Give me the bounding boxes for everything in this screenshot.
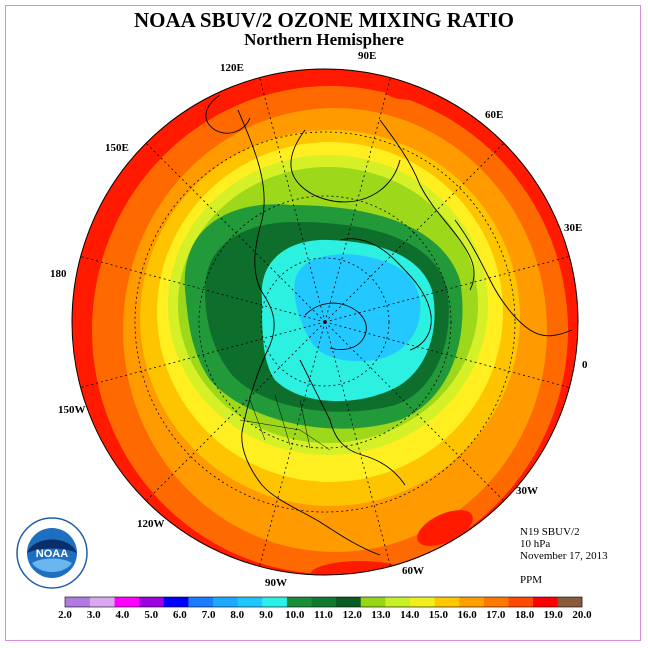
- coast-europe: [454, 219, 573, 337]
- noaa-logo: NOAA: [16, 517, 88, 589]
- map-subtitle: Northern Hemisphere: [244, 30, 404, 49]
- colorbar-swatch: [237, 597, 263, 607]
- meridian-line: [80, 321, 326, 388]
- colorbar-swatch: [557, 597, 583, 607]
- lon-label-150e: 150E: [105, 142, 129, 154]
- colorbar: [64, 596, 583, 608]
- latitude-grid: [134, 131, 516, 513]
- lat-circle-0: [134, 131, 516, 513]
- meridian-line: [324, 77, 391, 323]
- logo-text: NOAA: [36, 548, 68, 560]
- colorbar-tick-label: 17.0: [486, 609, 506, 621]
- colorbar-swatch: [212, 597, 238, 607]
- meridian-line: [145, 142, 326, 323]
- lon-label-60e: 60E: [485, 109, 504, 121]
- colorbar-swatch: [434, 597, 460, 607]
- colorbar-tick-label: 7.0: [201, 609, 216, 621]
- border-us-canada: [239, 419, 331, 451]
- state-lines: [249, 394, 311, 449]
- colorbar-swatch: [360, 597, 386, 607]
- info-pressure: 10 hPa: [520, 538, 551, 550]
- meridian-line: [259, 77, 326, 323]
- colorbar-tick-label: 3.0: [86, 609, 101, 621]
- lat-circle-30: [198, 195, 452, 449]
- colorbar-tick-label: 10.0: [285, 609, 305, 621]
- colorbar-tick-label: 20.0: [572, 609, 592, 621]
- coastlines: [205, 94, 573, 556]
- meridian-line: [259, 321, 326, 567]
- colorbar-tick-label: 5.0: [144, 609, 159, 621]
- lon-label-180: 180: [50, 268, 67, 280]
- band-9ppm: [294, 254, 421, 362]
- colorbar-swatch: [188, 597, 214, 607]
- colorbar-tick-label: 12.0: [342, 609, 362, 621]
- colorbar-swatch: [261, 597, 287, 607]
- ozone-field: [72, 69, 578, 575]
- lon-label-90e: 90E: [358, 50, 377, 62]
- colorbar-tick-label: 15.0: [428, 609, 449, 621]
- lon-label-0: 0: [582, 359, 588, 371]
- map-border: [71, 68, 579, 576]
- patch-red-north: [384, 80, 440, 100]
- meridian-line: [324, 142, 505, 323]
- colorbar-swatch: [311, 597, 337, 607]
- lon-label-30w: 30W: [516, 485, 538, 497]
- colorbar-tick-label: 18.0: [514, 609, 535, 621]
- colorbar-tick-label: 9.0: [259, 609, 273, 621]
- colorbar-tick-label: 13.0: [371, 609, 391, 621]
- lon-label-120e: 120E: [220, 62, 244, 74]
- colorbar-swatch: [89, 597, 115, 607]
- colorbar-swatch: [458, 597, 484, 607]
- meridian-line: [324, 321, 505, 502]
- colorbar-tick-label: 11.0: [314, 609, 333, 621]
- colorbar-tick-label: 6.0: [173, 609, 187, 621]
- colorbar-swatch: [409, 597, 435, 607]
- info-date: November 17, 2013: [520, 550, 608, 562]
- colorbar-swatch: [114, 597, 140, 607]
- colorbar-swatch: [163, 597, 189, 607]
- lon-label-90w: 90W: [265, 577, 287, 589]
- coast-north-america: [299, 359, 406, 486]
- colorbar-tick-label: 2.0: [58, 609, 72, 621]
- longitude-grid: [80, 77, 570, 567]
- patch-red-south: [417, 510, 473, 546]
- colorbar-tick-label: 4.0: [115, 609, 130, 621]
- info-satellite: N19 SBUV/2: [520, 526, 580, 538]
- lon-label-120w: 120W: [137, 518, 165, 530]
- map-title: NOAA SBUV/2 OZONE MIXING RATIO: [134, 8, 514, 32]
- colorbar-tick-label: 14.0: [400, 609, 420, 621]
- meridian-line: [324, 256, 570, 323]
- lat-circle-60: [260, 257, 390, 387]
- coast-asia: [379, 119, 475, 291]
- lon-label-30e: 30E: [564, 222, 583, 234]
- colorbar-swatch: [508, 597, 534, 607]
- colorbar-tick-label: 19.0: [543, 609, 563, 621]
- coast-arctic: [339, 238, 432, 351]
- colorbar-tick-label: 8.0: [230, 609, 245, 621]
- meridian-line: [324, 321, 570, 388]
- political-boundaries: [239, 394, 331, 451]
- info-units: PPM: [520, 574, 543, 586]
- map-frame: [5, 5, 641, 641]
- colorbar-swatch: [286, 597, 312, 607]
- meridian-line: [80, 256, 326, 323]
- colorbar-swatch: [483, 597, 509, 607]
- lon-label-150w: 150W: [58, 404, 86, 416]
- colorbar-swatch: [138, 597, 164, 607]
- meridian-line: [145, 321, 326, 502]
- coast-japan: [205, 94, 251, 134]
- coast-americas: [237, 109, 381, 556]
- coast-greenland: [304, 302, 367, 350]
- meridian-line: [324, 321, 391, 567]
- colorbar-swatch: [335, 597, 361, 607]
- colorbar-swatch: [532, 597, 558, 607]
- colorbar-tick-label: 16.0: [457, 609, 477, 621]
- colorbar-swatch: [65, 597, 90, 607]
- colorbar-swatch: [385, 597, 410, 607]
- coast-siberia: [290, 129, 401, 203]
- colorbar-frame: [64, 596, 583, 608]
- lon-label-60w: 60W: [402, 565, 424, 577]
